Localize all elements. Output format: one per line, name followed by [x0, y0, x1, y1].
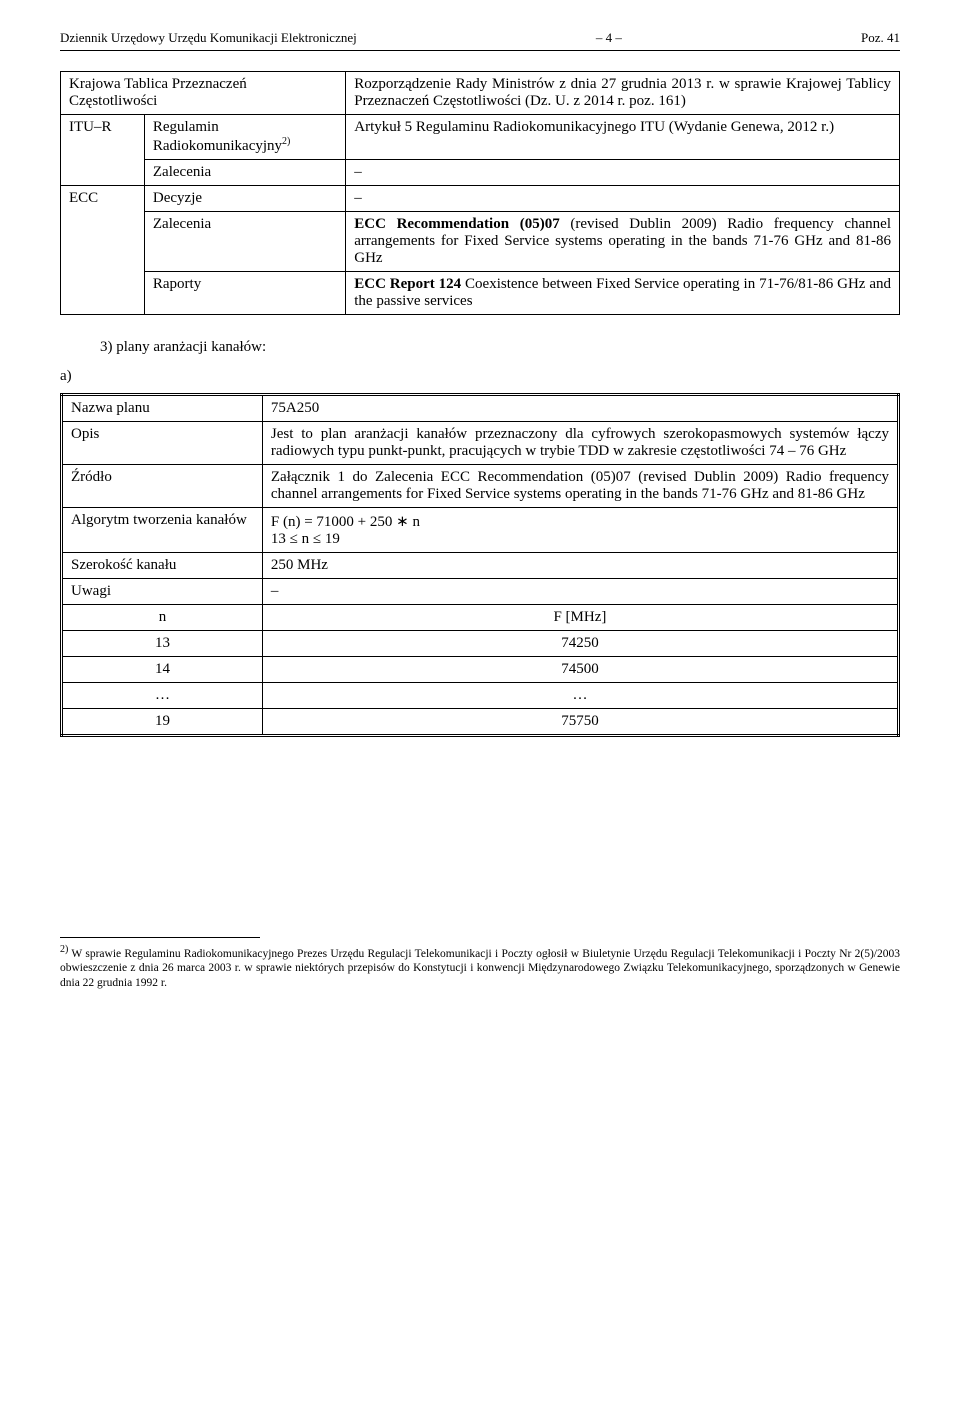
- plan-nazwa-k: Nazwa planu: [62, 395, 263, 422]
- cell-raporty: Raporty: [144, 272, 345, 315]
- subheading-3: 3) plany aranżacji kanałów:: [100, 339, 900, 356]
- header-page-num: – 4 –: [357, 30, 861, 46]
- plan-head-n: n: [62, 605, 263, 631]
- cell-regulamin: Regulamin Radiokomunikacyjny2): [144, 115, 345, 160]
- regulamin-sup: 2): [282, 136, 290, 147]
- cell-zalecenia1-dash: –: [346, 160, 900, 186]
- plan-table: Nazwa planu 75A250 Opis Jest to plan ara…: [60, 393, 900, 737]
- header-right: Poz. 41: [861, 30, 900, 46]
- plan-zrodlo-v: Załącznik 1 do Zalecenia ECC Recommendat…: [262, 465, 898, 508]
- plan-algorytm-line1: F (n) = 71000 + 250 ∗ n: [271, 512, 889, 531]
- plan-szerokosc-v: 250 MHz: [262, 553, 898, 579]
- footnote-rule: [60, 937, 260, 938]
- plan-nazwa-v: 75A250: [262, 395, 898, 422]
- plan-zrodlo-k: Źródło: [62, 465, 263, 508]
- cell-zalecenia2: Zalecenia: [144, 212, 345, 272]
- cell-decyzje: Decyzje: [144, 186, 345, 212]
- cell-ecc: ECC: [61, 186, 145, 315]
- plan-uwagi-k: Uwagi: [62, 579, 263, 605]
- page-header: Dziennik Urzędowy Urzędu Komunikacji Ele…: [60, 30, 900, 46]
- plan-r1-f: 74250: [262, 631, 898, 657]
- header-left: Dziennik Urzędowy Urzędu Komunikacji Ele…: [60, 30, 357, 46]
- main-table: Krajowa Tablica Przeznaczeń Częstotliwoś…: [60, 71, 900, 315]
- plan-algorytm-k: Algorytm tworzenia kanałów: [62, 508, 263, 553]
- footnote-text: W sprawie Regulaminu Radiokomunikacyjneg…: [60, 948, 900, 989]
- regulamin-text: Regulamin Radiokomunikacyjny: [153, 119, 282, 154]
- plan-head-f: F [MHz]: [262, 605, 898, 631]
- plan-r1-n: 13: [62, 631, 263, 657]
- cell-zalecenia1: Zalecenia: [144, 160, 345, 186]
- cell-ecc-rec: ECC Recommendation (05)07 (revised Dubli…: [346, 212, 900, 272]
- plan-r3-n: …: [62, 683, 263, 709]
- plan-r4-f: 75750: [262, 709, 898, 736]
- header-rule: [60, 50, 900, 51]
- ecc-report-bold: ECC Report 124: [354, 276, 461, 292]
- plan-opis-v: Jest to plan aranżacji kanałów przeznacz…: [262, 422, 898, 465]
- cell-artykul5: Artykuł 5 Regulaminu Radiokomunikacyjneg…: [346, 115, 900, 160]
- cell-decyzje-dash: –: [346, 186, 900, 212]
- plan-r4-n: 19: [62, 709, 263, 736]
- cell-itur: ITU–R: [61, 115, 145, 186]
- cell-krajowa: Krajowa Tablica Przeznaczeń Częstotliwoś…: [61, 72, 346, 115]
- cell-rozporzadzenie: Rozporządzenie Rady Ministrów z dnia 27 …: [346, 72, 900, 115]
- plan-opis-k: Opis: [62, 422, 263, 465]
- plan-r3-f: …: [262, 683, 898, 709]
- plan-r2-n: 14: [62, 657, 263, 683]
- ecc-rec-bold: ECC Recommendation (05)07: [354, 216, 559, 232]
- footnote: 2) W sprawie Regulaminu Radiokomunikacyj…: [60, 944, 900, 990]
- plan-r2-f: 74500: [262, 657, 898, 683]
- cell-ecc-report: ECC Report 124 Coexistence between Fixed…: [346, 272, 900, 315]
- plan-szerokosc-k: Szerokość kanału: [62, 553, 263, 579]
- plan-algorytm-v: F (n) = 71000 + 250 ∗ n 13 ≤ n ≤ 19: [262, 508, 898, 553]
- plan-algorytm-line2: 13 ≤ n ≤ 19: [271, 531, 889, 548]
- plan-uwagi-v: –: [262, 579, 898, 605]
- label-a: a): [60, 368, 900, 385]
